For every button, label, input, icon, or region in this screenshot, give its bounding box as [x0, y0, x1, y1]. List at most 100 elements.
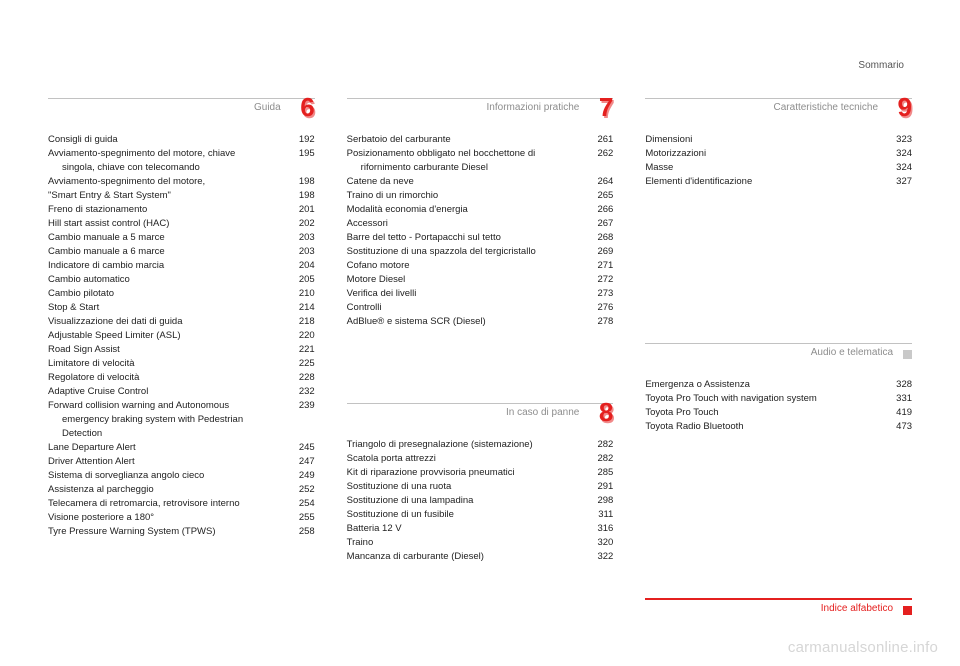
toc-entry: Indicatore di cambio marcia204: [48, 259, 315, 273]
toc-entry-label: Sostituzione di un fusibile: [347, 508, 462, 522]
toc-entry-page: 220: [279, 329, 315, 343]
toc-entry-page: 239: [279, 399, 315, 413]
toc-entry-label: Regolatore di velocità: [48, 371, 147, 385]
toc-entry-page: 282: [577, 438, 613, 452]
toc-entry-page: 192: [279, 133, 315, 147]
toc-entry-page: 268: [577, 231, 613, 245]
toc-entry: Masse324: [645, 161, 912, 175]
section-audio-telematica: Audio e telematica Emergenza o Assistenz…: [645, 343, 912, 434]
section-rule: [645, 343, 912, 344]
page-header: Sommario: [858, 60, 904, 71]
toc-entry-label: Driver Attention Alert: [48, 455, 143, 469]
toc-entry-label: Assistenza al parcheggio: [48, 483, 162, 497]
toc-entry: Toyota Pro Touch with navigation system3…: [645, 392, 912, 406]
toc-entry-label: Stop & Start: [48, 301, 107, 315]
toc-entry-page: 255: [279, 511, 315, 525]
toc-entry: Toyota Radio Bluetooth473: [645, 420, 912, 434]
toc-entry-page: 322: [577, 550, 613, 564]
toc-entry-label: Catene da neve: [347, 175, 422, 189]
entry-list: Consigli di guida192Avviamento-spegnimen…: [48, 133, 315, 539]
toc-entry-label: Adjustable Speed Limiter (ASL): [48, 329, 189, 343]
section-guida: Guida 6 6 Consigli di guida192Avviamento…: [48, 98, 315, 539]
toc-entry-label: Cambio pilotato: [48, 287, 122, 301]
toc-entry-page: 273: [577, 287, 613, 301]
toc-entry-page: 298: [577, 494, 613, 508]
toc-entry: Dimensioni 323: [645, 133, 912, 147]
toc-entry-page: 232: [279, 385, 315, 399]
toc-entry-page: 210: [279, 287, 315, 301]
toc-entry: Controlli 276: [347, 301, 614, 315]
column-1: Guida 6 6 Consigli di guida192Avviamento…: [48, 98, 315, 634]
toc-entry: Catene da neve264: [347, 175, 614, 189]
toc-entry-label: Avviamento-spegnimento del motore,: [48, 175, 213, 189]
toc-entry-label: Posizionamento obbligato nel bocchettone…: [347, 147, 567, 175]
toc-entry-label: Sistema di sorveglianza angolo cieco: [48, 469, 212, 483]
toc-entry: Consigli di guida192: [48, 133, 315, 147]
toc-entry: Stop & Start214: [48, 301, 315, 315]
section-rule: [645, 98, 912, 99]
toc-entry: AdBlue® e sistema SCR (Diesel) 278: [347, 315, 614, 329]
toc-entry: Toyota Pro Touch419: [645, 406, 912, 420]
section-number: 7 7: [589, 101, 613, 125]
toc-entry-page: 198: [279, 175, 315, 189]
toc-entry-label: Motorizzazioni: [645, 147, 714, 161]
toc-entry-label: Traino: [347, 536, 382, 550]
toc-entry-page: 278: [577, 315, 613, 329]
toc-entry-label: Controlli: [347, 301, 390, 315]
toc-entry: Cambio manuale a 5 marce203: [48, 231, 315, 245]
toc-entry-page: 271: [577, 259, 613, 273]
toc-entry-page: 245: [279, 441, 315, 455]
toc-entry-page: 276: [577, 301, 613, 315]
toc-entry-page: 323: [876, 133, 912, 147]
toc-entry: Sostituzione di una ruota291: [347, 480, 614, 494]
toc-entry-label: Toyota Pro Touch: [645, 406, 726, 420]
toc-entry-label: Elementi d'identificazione: [645, 175, 760, 189]
toc-entry-page: 272: [577, 273, 613, 287]
toc-entry-label: Sostituzione di una lampadina: [347, 494, 482, 508]
toc-entry-label: Traino di un rimorchio: [347, 189, 447, 203]
entry-list: Triangolo di presegnalazione (sistemazio…: [347, 438, 614, 564]
toc-entry: Lane Departure Alert 245: [48, 441, 315, 455]
section-caratteristiche: Caratteristiche tecniche 9 9 Dimensioni3…: [645, 98, 912, 189]
toc-entry-page: 282: [577, 452, 613, 466]
toc-entry: Tyre Pressure Warning System (TPWS)258: [48, 525, 315, 539]
toc-entry-label: Scatola porta attrezzi: [347, 452, 444, 466]
toc-entry: Triangolo di presegnalazione (sistemazio…: [347, 438, 614, 452]
section-marker-dot: [903, 606, 912, 615]
toc-entry-label: Lane Departure Alert: [48, 441, 144, 455]
toc-entry-page: 221: [279, 343, 315, 357]
toc-entry-page: 218: [279, 315, 315, 329]
section-rule: [48, 98, 315, 99]
toc-entry-page: 198: [279, 189, 315, 203]
section-rule: [347, 98, 614, 99]
toc-entry-label: Triangolo di presegnalazione (sistemazio…: [347, 438, 541, 452]
toc-entry-page: 265: [577, 189, 613, 203]
toc-entry: Traino di un rimorchio 265: [347, 189, 614, 203]
toc-entry: Barre del tetto - Portapacchi sul tetto2…: [347, 231, 614, 245]
toc-entry-label: Sostituzione di una spazzola del tergicr…: [347, 245, 544, 259]
toc-entry: Posizionamento obbligato nel bocchettone…: [347, 147, 614, 175]
toc-entry: Telecamera di retromarcia, retrovisore i…: [48, 497, 315, 511]
toc-entry-label: Freno di stazionamento: [48, 203, 155, 217]
toc-entry-label: AdBlue® e sistema SCR (Diesel): [347, 315, 494, 329]
toc-entry-page: 203: [279, 245, 315, 259]
toc-entry: Accessori 267: [347, 217, 614, 231]
toc-entry-label: Dimensioni: [645, 133, 700, 147]
toc-entry-label: Cambio automatico: [48, 273, 138, 287]
toc-entry: Batteria 12 V316: [347, 522, 614, 536]
toc-entry-page: 266: [577, 203, 613, 217]
toc-entry-label: Forward collision warning and Autonomous…: [48, 399, 268, 441]
toc-entry-page: 267: [577, 217, 613, 231]
toc-entry-label: Accessori: [347, 217, 396, 231]
section-title: Guida: [254, 101, 281, 115]
toc-entry-page: 201: [279, 203, 315, 217]
watermark: carmanualsonline.info: [788, 639, 938, 656]
toc-entry-page: 228: [279, 371, 315, 385]
toc-entry-label: Avviamento-spegnimento del motore, chiav…: [48, 147, 268, 175]
toc-entry-label: Cambio manuale a 5 marce: [48, 231, 173, 245]
toc-entry: Visualizzazione dei dati di guida218: [48, 315, 315, 329]
toc-entry-page: 269: [577, 245, 613, 259]
toc-entry-page: 328: [876, 378, 912, 392]
toc-entry-page: 316: [577, 522, 613, 536]
toc-entry: Verifica dei livelli273: [347, 287, 614, 301]
